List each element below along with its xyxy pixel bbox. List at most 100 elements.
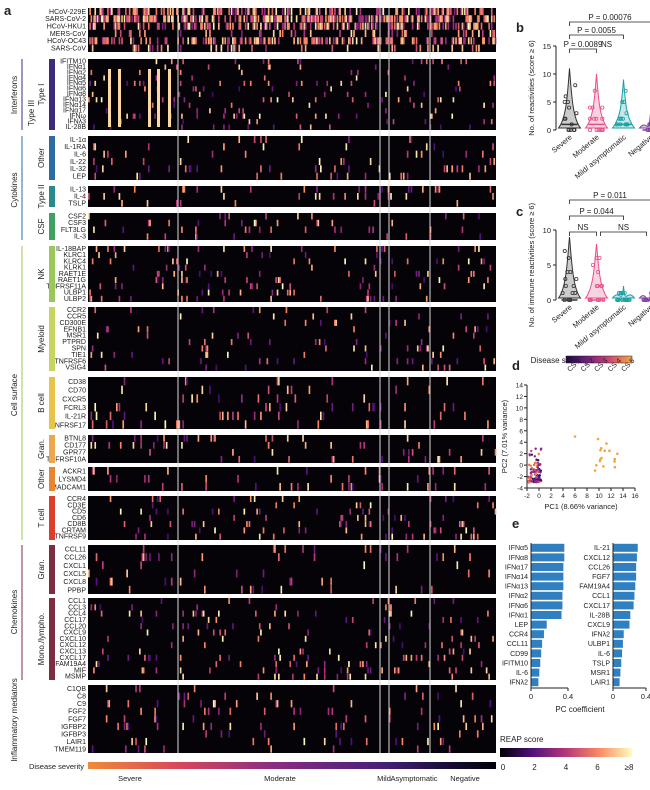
- heatmap-cell: [303, 30, 306, 38]
- pca-point: [539, 447, 543, 450]
- heatmap-cell: [327, 707, 330, 715]
- heatmap-cell: [446, 165, 448, 173]
- heatmap-cell: [281, 8, 284, 16]
- heatmap-cell: [404, 319, 406, 326]
- heatmap-cell: [149, 44, 151, 52]
- heatmap-cell: [415, 685, 418, 693]
- heatmap-cell: [474, 22, 476, 30]
- heatmap-cell: [146, 15, 149, 23]
- heatmap-cell: [130, 30, 132, 38]
- heatmap-cell: [207, 64, 210, 70]
- heatmap-cell: [367, 667, 369, 674]
- heatmap-cell: [456, 561, 459, 570]
- category-color-bar: [49, 545, 55, 594]
- heatmap-cell: [290, 577, 293, 586]
- heatmap-cell: [216, 270, 219, 277]
- heatmap-cell: [207, 707, 210, 715]
- heatmap-cell: [182, 59, 184, 65]
- heatmap-cell: [249, 80, 252, 86]
- heatmap-cell: [431, 22, 433, 30]
- heatmap-cell: [461, 165, 464, 173]
- colorbar-tick-label: 2: [532, 763, 537, 772]
- heatmap-cell: [355, 22, 358, 30]
- heatmap-cell: [292, 673, 294, 680]
- heatmap-cell: [202, 86, 205, 92]
- heatmap-cell: [167, 533, 169, 540]
- heatmap-cell: [276, 289, 279, 296]
- heatmap-cell: [350, 700, 353, 708]
- heatmap-cell: [492, 30, 494, 38]
- heatmap-cell: [302, 435, 304, 442]
- heatmap-cell: [154, 15, 156, 23]
- heatmap-cell: [91, 435, 94, 442]
- heatmap-cell: [88, 569, 90, 578]
- heatmap-cell: [91, 91, 94, 97]
- heatmap-cell: [248, 8, 251, 16]
- heatmap-cell: [437, 15, 439, 23]
- heatmap-cell: [494, 37, 497, 45]
- heatmap-cell: [238, 136, 241, 144]
- heatmap-cell: [380, 642, 382, 649]
- heatmap-cell: [364, 172, 367, 180]
- heatmap-cell: [202, 610, 205, 617]
- heatmap-cell: [241, 8, 243, 16]
- heatmap-cell: [427, 483, 429, 491]
- heatmap-cell: [204, 585, 206, 594]
- data-point: [574, 276, 579, 281]
- heatmap-cell: [406, 150, 409, 158]
- heatmap-cell: [331, 15, 334, 23]
- heatmap-cell: [469, 124, 471, 130]
- heatmap-cell: [198, 527, 201, 534]
- heatmap-cell: [94, 604, 97, 611]
- heatmap-cell: [196, 295, 199, 302]
- heatmap-cell: [385, 604, 387, 611]
- heatmap-cell: [413, 37, 415, 45]
- heatmap-cell: [109, 475, 112, 483]
- heatmap-cell: [367, 102, 369, 108]
- heatmap-cell: [313, 37, 316, 45]
- heatmap-cell: [443, 15, 446, 23]
- heatmap-cell: [102, 561, 104, 570]
- heatmap-cell: [265, 435, 267, 442]
- legend-title: Disease severity: [531, 356, 590, 365]
- heatmap-cell: [257, 673, 260, 680]
- heatmap-cell: [374, 15, 377, 23]
- heatmap-cell: [276, 394, 279, 403]
- heatmap-row-label: CXCL10: [60, 636, 87, 643]
- heatmap-cell: [312, 313, 315, 320]
- heatmap-cell: [241, 394, 243, 403]
- heatmap-cell: [348, 270, 350, 277]
- heatmap-cell: [418, 270, 420, 277]
- bar-pc2: [613, 620, 630, 629]
- heatmap-cell: [320, 165, 322, 173]
- heatmap-cell: [300, 15, 303, 23]
- heatmap-cell: [340, 158, 343, 166]
- heatmap-cell: [478, 44, 480, 52]
- heatmap-cell: [182, 186, 184, 193]
- heatmap-cell: [243, 15, 246, 23]
- sig-bracket-label: P = 0.0089: [564, 40, 603, 49]
- heatmap-cell: [429, 496, 432, 502]
- heatmap-cell: [364, 91, 367, 97]
- heatmap-cell: [306, 37, 308, 45]
- bar-category-label: CCL11: [507, 641, 528, 648]
- heatmap-cell: [391, 22, 394, 30]
- heatmap-cell: [442, 258, 445, 265]
- heatmap-cell: [487, 15, 489, 23]
- bar-pc2: [613, 668, 621, 677]
- violin-0: [557, 68, 582, 129]
- pca-point: [537, 452, 540, 456]
- heatmap-cell: [267, 59, 270, 65]
- heatmap-cell: [103, 75, 105, 81]
- heatmap-cell: [156, 496, 159, 502]
- heatmap-cell: [230, 102, 233, 108]
- heatmap-cell: [206, 351, 209, 358]
- heatmap-cell: [423, 277, 425, 284]
- heatmap-cell: [434, 186, 437, 193]
- heatmap-cell: [355, 37, 358, 45]
- heatmap-cell: [443, 283, 446, 290]
- heatmap-row-label: LYSMD4: [59, 476, 87, 483]
- heatmap-cell: [230, 8, 233, 16]
- bar-pc1: [531, 582, 564, 591]
